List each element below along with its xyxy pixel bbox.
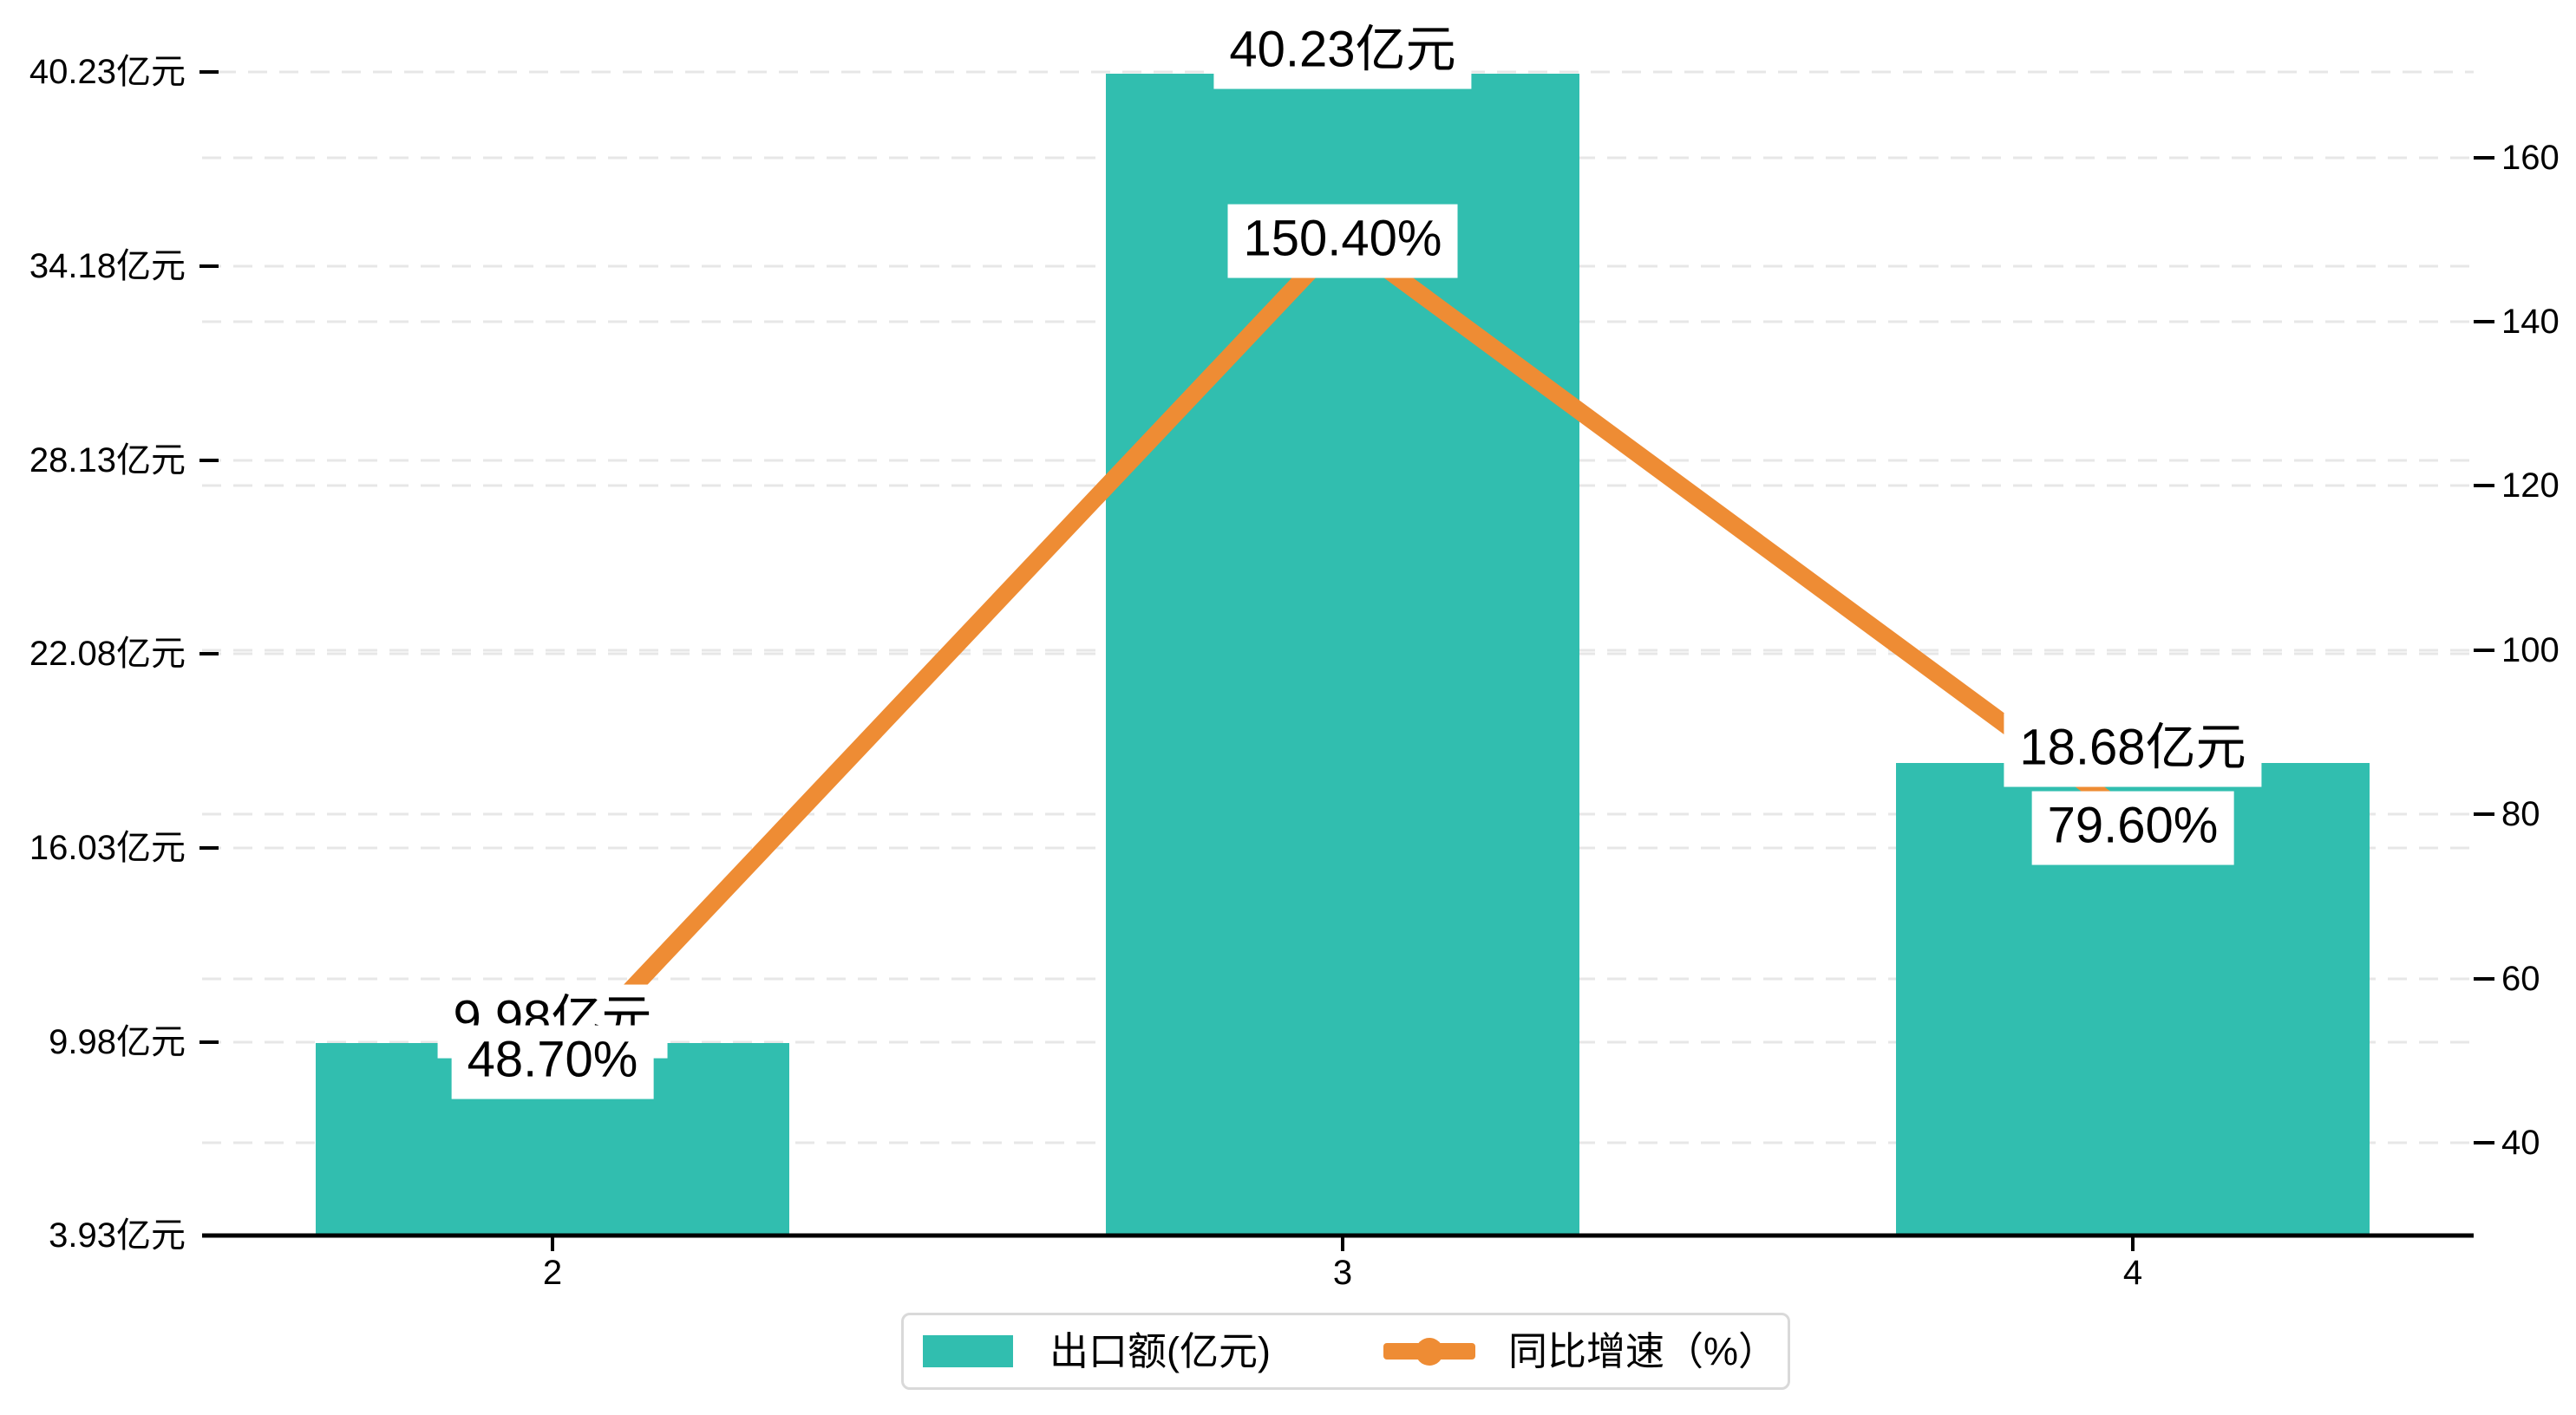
legend-label: 同比增速（%） xyxy=(1507,1329,1777,1373)
right-axis-tick-label: 140 xyxy=(2501,303,2560,341)
growth-rate-label: 48.70% xyxy=(451,1025,654,1099)
circle-marker-icon xyxy=(1415,1337,1443,1366)
bar-swatch-icon xyxy=(923,1335,1013,1367)
left-axis-tick-label: 3.93亿元 xyxy=(49,1216,186,1255)
legend-item-export-value: 出口额(亿元) xyxy=(923,1332,1271,1371)
legend: 出口额(亿元) 同比增速（%） xyxy=(901,1313,1790,1390)
x-axis-tick-label: 4 xyxy=(2122,1254,2143,1292)
legend-item-growth-rate: 同比增速（%） xyxy=(1271,1332,1777,1371)
legend-label: 出口额(亿元) xyxy=(1049,1329,1271,1373)
right-axis-tick-label: 60 xyxy=(2501,960,2540,998)
right-axis-tick-label: 100 xyxy=(2501,631,2560,669)
left-axis-tick-label: 34.18亿元 xyxy=(29,247,186,285)
right-axis-tick-label: 80 xyxy=(2501,795,2540,833)
right-axis-tick-marks xyxy=(2474,156,2494,1144)
left-axis-tick-label: 40.23亿元 xyxy=(29,53,186,91)
growth-rate-label: 79.60% xyxy=(2031,791,2234,865)
x-axis-tick-marks xyxy=(551,1236,2135,1251)
line-marker-swatch-icon xyxy=(1383,1337,1475,1366)
x-axis-tick-label: 3 xyxy=(1332,1254,1353,1292)
left-axis-tick-label: 16.03亿元 xyxy=(29,829,186,867)
left-axis-tick-label: 28.13亿元 xyxy=(29,441,186,479)
right-axis-tick-label: 120 xyxy=(2501,466,2560,505)
bar-value-label: 40.23亿元 xyxy=(1213,15,1472,89)
left-axis-tick-label: 22.08亿元 xyxy=(29,635,186,673)
right-axis-tick-label: 160 xyxy=(2501,139,2560,177)
growth-rate-label: 150.40% xyxy=(1227,204,1458,278)
bar-value-label: 18.68亿元 xyxy=(2004,713,2262,787)
left-axis-tick-marks xyxy=(199,70,219,1044)
left-axis-tick-label: 9.98亿元 xyxy=(49,1023,186,1061)
x-axis-tick-label: 2 xyxy=(542,1254,563,1292)
right-axis-tick-label: 40 xyxy=(2501,1124,2540,1162)
